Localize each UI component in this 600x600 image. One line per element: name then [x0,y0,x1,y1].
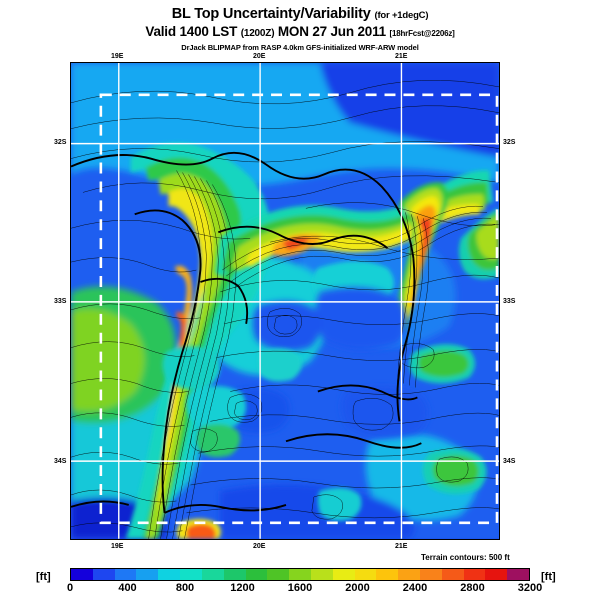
colorbar-ticks: 0 400 800 1200 1600 2000 2400 2800 3200 [66,581,542,595]
colorbar-swatch-9 [267,569,290,580]
valid-date: MON 27 Jun 2011 [277,24,386,39]
lon-label-bottom-20e: 20E [253,543,266,550]
colorbar-tick-3200: 3200 [517,582,543,594]
lon-label-top-20e: 20E [253,53,266,60]
lat-label-left-34s: 34S [54,458,67,465]
title-line-1: BL Top Uncertainty/Variability (for +1de… [0,6,600,24]
colorbar-tick-2800: 2800 [460,582,485,594]
colorbar-swatch-18 [463,569,486,580]
colorbar-swatch-8 [245,569,268,580]
colorbar-swatch-20 [507,569,530,580]
colorbar-swatch-6 [201,569,224,580]
colorbar-unit-right: [ft] [541,571,556,583]
valid-time-utc: (1200Z) [240,28,275,39]
valid-time: Valid 1400 LST [145,24,238,39]
colorbar-tick-800: 800 [175,582,195,594]
colorbar-swatch-13 [354,569,377,580]
colorbar-tick-1600: 1600 [287,582,313,594]
colorbar-swatch-3 [136,569,159,580]
colorbar-swatch-0 [71,569,93,580]
colorbar-swatch-16 [420,569,442,580]
colorbar-tick-2400: 2400 [402,582,428,594]
title-main: BL Top Uncertainty/Variability [171,6,371,22]
lat-label-left-33s: 33S [54,298,67,305]
lon-label-top-19e: 19E [111,53,124,60]
terrain-contours [71,80,499,539]
lat-label-right-34s: 34S [503,458,516,465]
colorbar-swatches [70,568,530,581]
lat-lon-gridlines [71,63,499,539]
forecast-stamp: [18hrFcst@2206z] [389,29,455,38]
colorbar-swatch-17 [441,569,464,580]
title-qualifier: (for +1degC) [374,10,429,21]
lon-label-bottom-21e: 21E [395,543,408,550]
colorbar-swatch-10 [289,569,311,580]
title-line-2: Valid 1400 LST (1200Z) MON 27 Jun 2011 [… [0,24,600,42]
model-domain-box [99,93,499,525]
colorbar-swatch-14 [376,569,399,580]
lon-label-top-21e: 21E [395,53,408,60]
colorbar-unit-left: [ft] [36,571,51,583]
colorbar-swatch-5 [180,569,202,580]
lon-label-bottom-19e: 19E [111,543,124,550]
colorbar: 0 400 800 1200 1600 2000 2400 2800 3200 [67,568,542,594]
colorbar-swatch-15 [398,569,420,580]
colorbar-tick-400: 400 [118,582,137,594]
title-block: BL Top Uncertainty/Variability (for +1de… [0,6,600,53]
colorbar-swatch-1 [92,569,115,580]
colorbar-tick-2000: 2000 [345,582,370,594]
colorbar-swatch-4 [158,569,181,580]
lat-label-right-32s: 32S [503,139,516,146]
title-line-3: DrJack BLIPMAP from RASP 4.0km GFS-initi… [181,43,419,52]
colorbar-tick-1200: 1200 [230,582,255,594]
lat-label-right-33s: 33S [503,298,516,305]
colorbar-swatch-11 [310,569,333,580]
colorbar-swatch-19 [485,569,508,580]
colorbar-tick-0: 0 [66,582,74,594]
colorbar-swatch-7 [223,569,246,580]
lat-label-left-32s: 32S [54,139,67,146]
colorbar-swatch-2 [114,569,137,580]
colorbar-swatch-12 [332,569,355,580]
terrain-contour-note: Terrain contours: 500 ft [421,553,510,562]
map-frame [70,62,500,540]
map-container[interactable]: 19E 20E 21E 19E 20E 21E 32S 33S 34S 32S … [54,53,515,550]
